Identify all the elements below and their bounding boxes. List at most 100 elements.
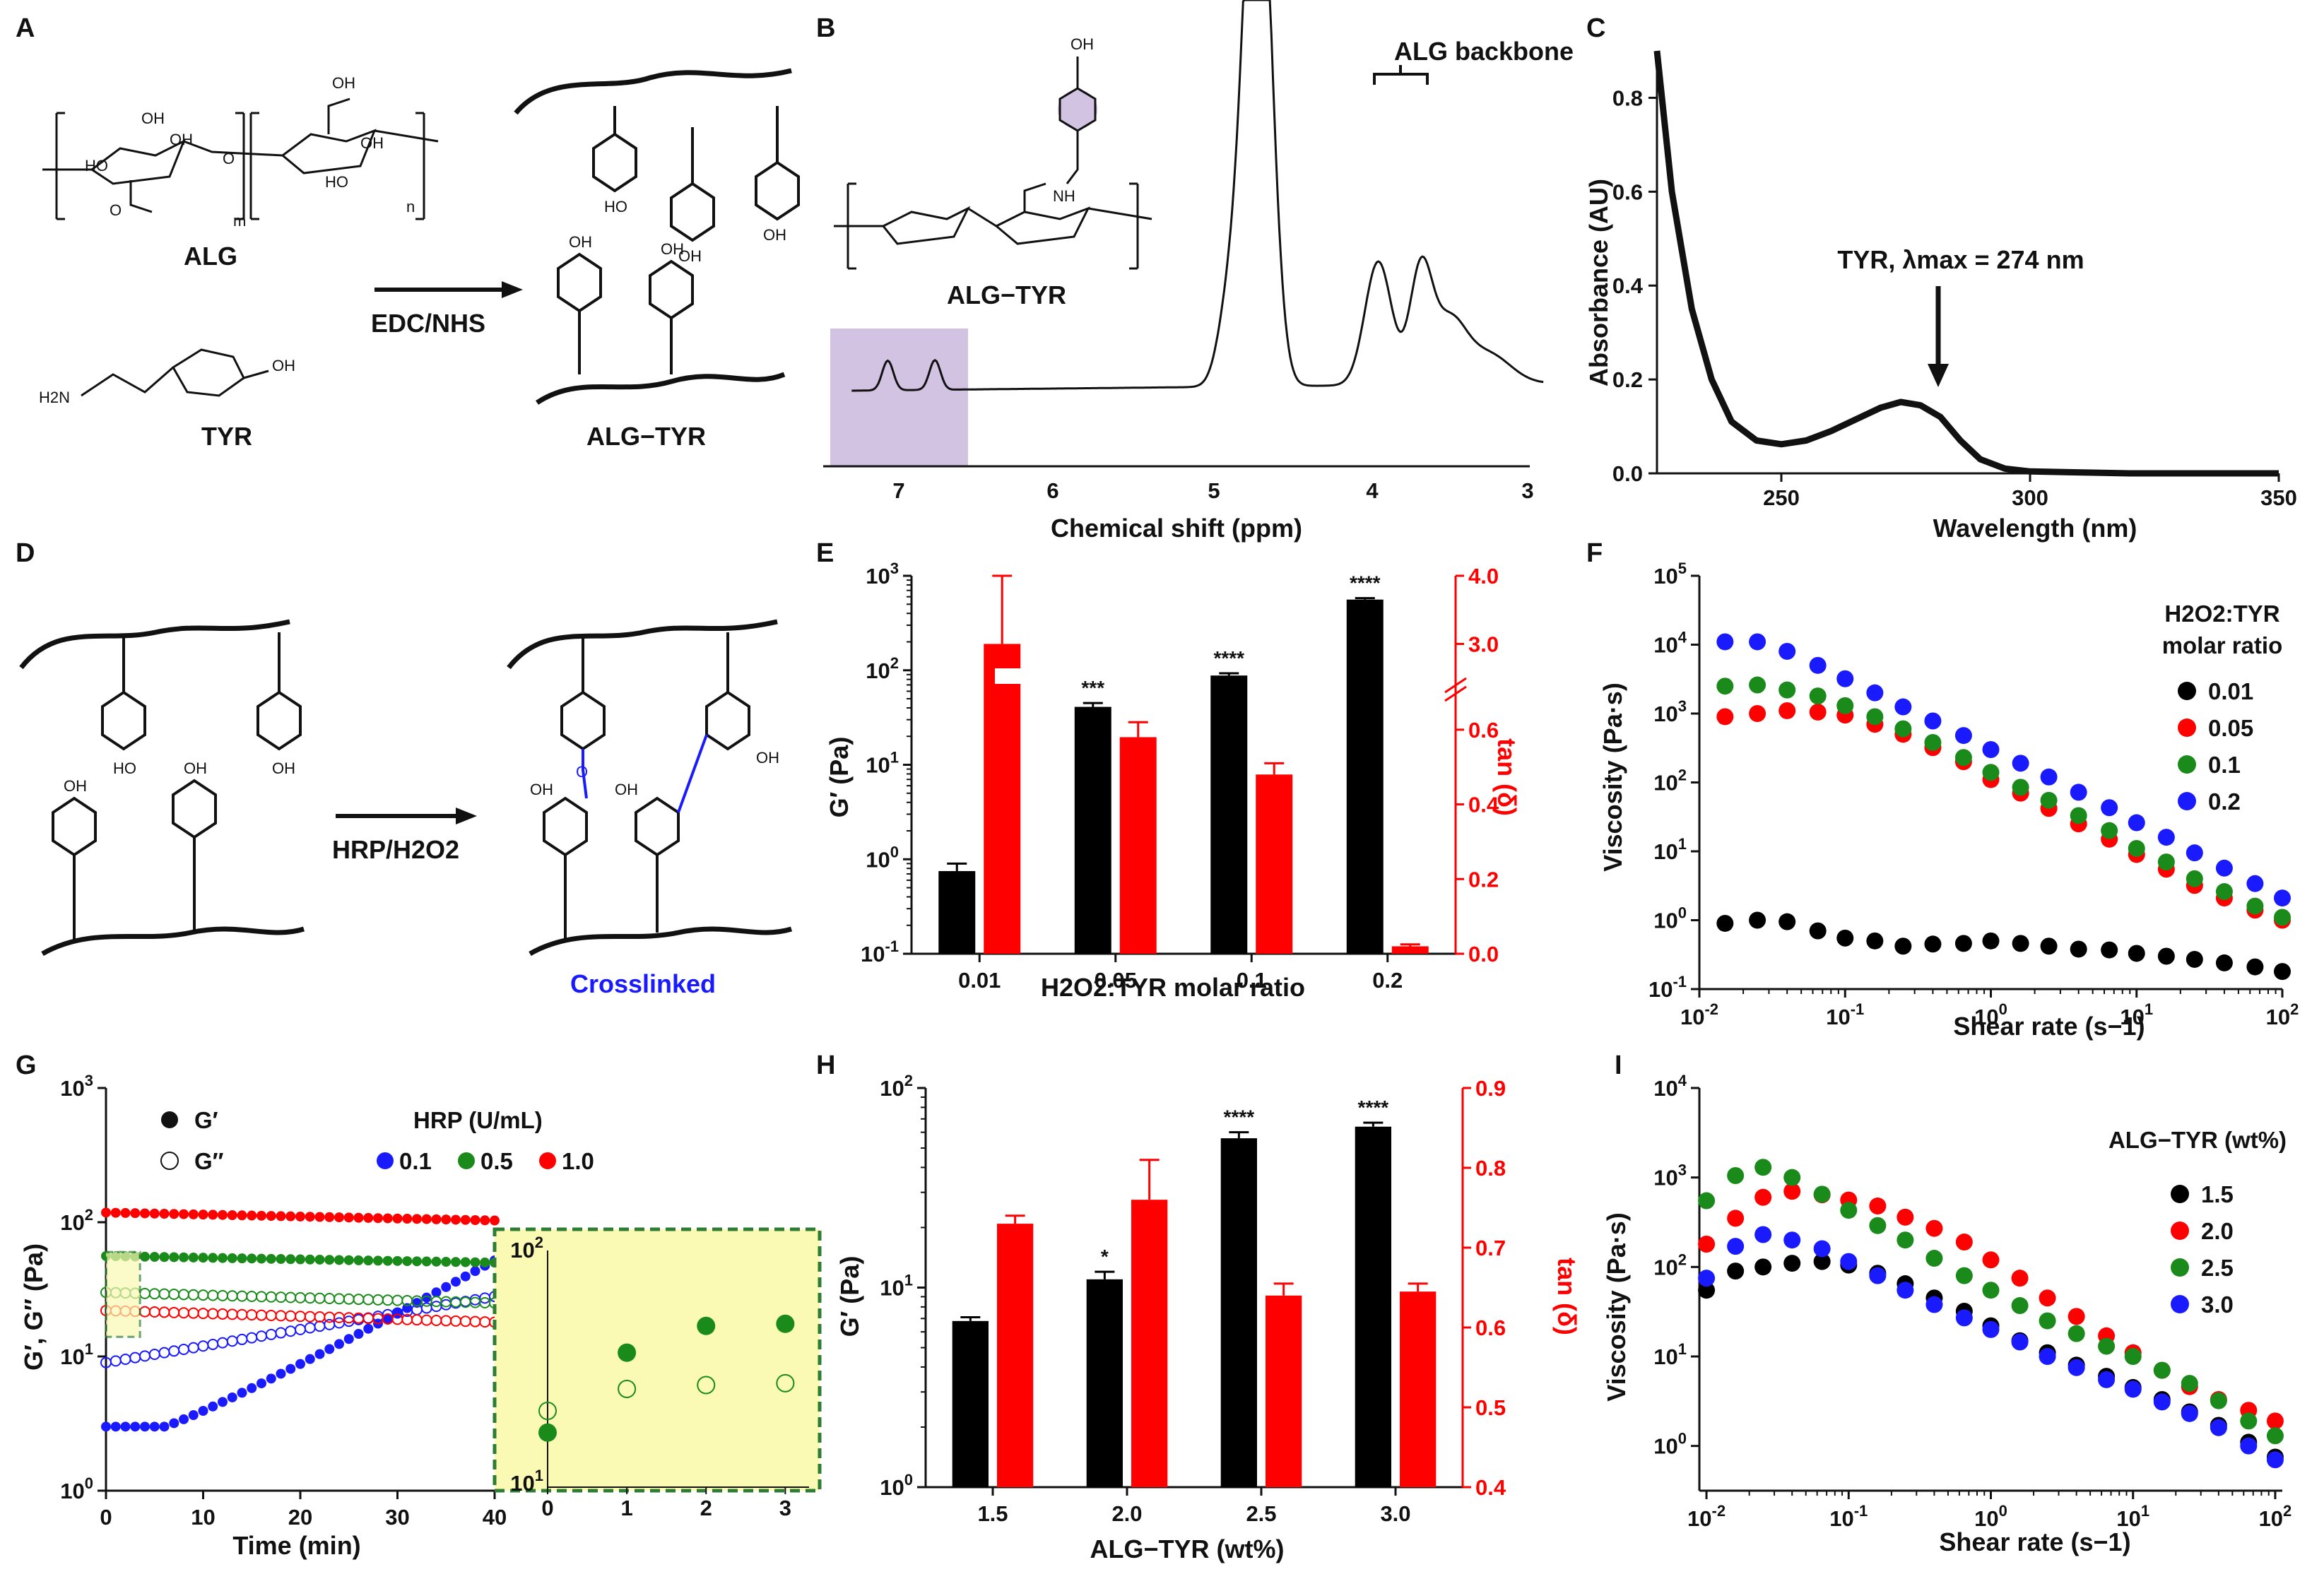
- g-point-0-5-gp: [179, 1252, 189, 1262]
- h-x-tick-label: 2.5: [1246, 1501, 1276, 1526]
- i-point-2-5: [1869, 1217, 1887, 1234]
- e-bar-break: [995, 668, 1058, 684]
- g-point-1-0-gp: [431, 1214, 442, 1224]
- h-tan-bar: [997, 1224, 1034, 1487]
- f-point-0-2: [1954, 727, 1972, 745]
- f-point-0-1: [1924, 733, 1942, 751]
- g-inset-gp-point: [538, 1423, 557, 1442]
- e-gp-bar: [938, 870, 976, 954]
- g-inset-gpp-point: [618, 1379, 637, 1398]
- g-point-1-0-gpp: [139, 1306, 151, 1318]
- g-point-0-5-gp: [149, 1252, 160, 1262]
- g-point-0-5-gp: [218, 1253, 228, 1263]
- f-point-0-01: [2274, 963, 2291, 981]
- nmr-spectrum: [851, 0, 1544, 392]
- h-significance: ****: [1224, 1106, 1255, 1128]
- g-point-0-5-gpp: [178, 1289, 189, 1301]
- g-point-0-5-gp: [295, 1254, 305, 1265]
- g-point-0-1-gp: [285, 1364, 296, 1374]
- h-significance: ****: [1358, 1096, 1389, 1118]
- crosslinked-label: Crosslinked: [570, 969, 716, 998]
- g-point-0-1-gp: [470, 1266, 480, 1277]
- f-x-tick-label: 102: [2266, 1000, 2299, 1029]
- g-point-1-0-gp: [276, 1211, 286, 1222]
- i-point-2-0: [1727, 1210, 1745, 1227]
- d-oh-5: OH: [615, 781, 638, 798]
- f-y-tick-label: 104: [1653, 629, 1687, 658]
- f-point-0-1: [1749, 676, 1766, 694]
- f-legend-label: 0.01: [2208, 678, 2253, 704]
- i-legend-marker: [2171, 1258, 2189, 1277]
- g-legend-marker-1-0: [539, 1152, 556, 1169]
- f-point-0-2: [2128, 814, 2145, 832]
- alg-n: n: [406, 198, 415, 215]
- i-point-3-0: [1955, 1309, 1973, 1327]
- e-y-tick-label: 102: [866, 654, 899, 683]
- g-point-1-0-gpp: [362, 1313, 374, 1325]
- g-point-1-0-gpp: [459, 1315, 471, 1327]
- f-point-0-01: [2012, 935, 2029, 952]
- g-point-1-0-gpp: [304, 1311, 316, 1323]
- g-point-1-0-gpp: [158, 1306, 170, 1318]
- g-point-1-0-gpp: [256, 1309, 267, 1321]
- i-point-2-5: [1925, 1250, 1943, 1267]
- c-y-tick-label: 0.4: [1612, 273, 1644, 298]
- g-point-1-0-gp: [480, 1215, 490, 1226]
- g-y-tick-label: 103: [60, 1072, 93, 1101]
- f-legend-title-2: molar ratio: [2162, 632, 2283, 658]
- b-tick-5: 5: [1208, 478, 1220, 503]
- g-point-0-1-gpp: [265, 1328, 277, 1340]
- g-legend-marker-0-1: [377, 1152, 394, 1169]
- i-point-1-5: [1813, 1253, 1831, 1270]
- g-point-0-1-gp: [120, 1421, 131, 1432]
- i-point-2-5: [2266, 1427, 2284, 1445]
- f-point-0-2: [2186, 844, 2203, 862]
- g-point-1-0-gp: [188, 1209, 199, 1219]
- g-point-0-5-gpp: [187, 1289, 199, 1301]
- g-inset-x-tick-label: 0: [541, 1496, 553, 1520]
- g-point-0-5-gpp: [362, 1294, 374, 1306]
- g-x-tick-label: 10: [191, 1505, 215, 1530]
- h-right-tick-label: 0.6: [1475, 1315, 1506, 1340]
- f-point-0-1: [2128, 839, 2145, 857]
- g-point-0-5-gp: [402, 1256, 413, 1267]
- lambda-arrowhead: [1928, 364, 1949, 387]
- f-legend-label: 0.1: [2208, 752, 2241, 778]
- g-point-0-5-gp: [382, 1255, 393, 1266]
- g-inset-x-tick-label: 1: [620, 1496, 632, 1520]
- i-point-2-5: [2011, 1297, 2029, 1315]
- f-point-0-1: [1954, 749, 1972, 767]
- alg-label: ALG: [184, 242, 237, 271]
- f-point-0-2: [1982, 740, 2000, 758]
- g-point-0-5-gp: [373, 1255, 383, 1266]
- f-point-0-01: [2040, 938, 2058, 955]
- f-point-0-01: [2186, 950, 2203, 968]
- f-y-tick-label: 10-1: [1648, 973, 1687, 1002]
- f-point-0-05: [1716, 708, 1734, 726]
- g-hrp-title: HRP (U/mL): [413, 1107, 543, 1133]
- g-point-0-1-gp: [227, 1392, 237, 1402]
- g-legend-gpp: G″: [194, 1148, 224, 1174]
- alg-oh-2: OH: [170, 131, 193, 148]
- i-point-1-5: [1727, 1262, 1745, 1280]
- g-point-1-0-gp: [159, 1209, 170, 1219]
- f-point-0-2: [2040, 768, 2058, 786]
- i-x-tick-label: 10-1: [1829, 1502, 1868, 1531]
- alg-oh-1: OH: [141, 110, 165, 127]
- h-right-tick-label: 0.8: [1475, 1156, 1506, 1181]
- reagent-edc-nhs: EDC/NHS: [371, 309, 485, 338]
- e-right-tick-label: 3.0: [1468, 632, 1499, 656]
- g-point-1-0-gp: [237, 1210, 247, 1221]
- h-y-tick-label: 100: [880, 1471, 913, 1500]
- g-point-0-1-gp: [295, 1359, 305, 1369]
- g-point-0-1-gpp: [217, 1337, 228, 1349]
- i-legend-label: 3.0: [2201, 1291, 2234, 1318]
- g-point-0-5-gpp: [226, 1290, 238, 1302]
- lambda-max-annotation: TYR, λmax = 274 nm: [1837, 245, 2084, 274]
- i-point-3-0: [1813, 1240, 1831, 1258]
- tyr-structure: [81, 348, 269, 397]
- g-point-0-5-gp: [441, 1257, 452, 1267]
- i-x-tick-label: 101: [2116, 1502, 2149, 1531]
- i-legend: 1.5 2.0 2.5 3.0: [2171, 1181, 2234, 1318]
- g-point-0-5-gp: [140, 1251, 150, 1262]
